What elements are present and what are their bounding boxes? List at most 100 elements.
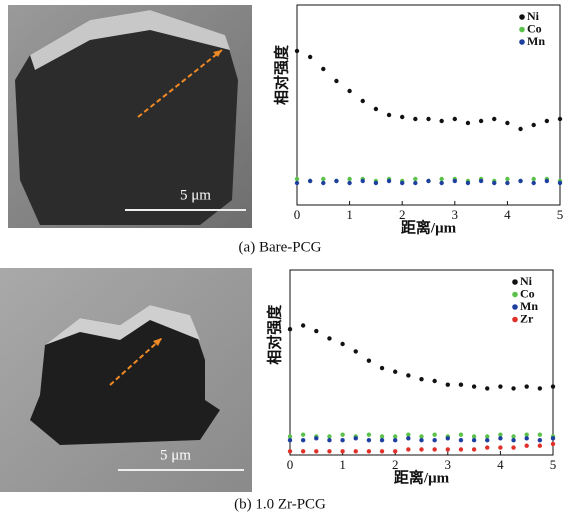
data-point	[485, 434, 490, 439]
data-point	[544, 118, 550, 124]
data-point	[386, 112, 392, 118]
data-point	[307, 178, 313, 184]
x-tick-label: 0	[294, 207, 301, 222]
data-point	[518, 178, 523, 184]
data-point	[340, 438, 345, 443]
data-point	[347, 88, 352, 94]
data-point	[524, 384, 529, 389]
data-point	[294, 176, 300, 182]
data-point	[300, 432, 306, 437]
data-point	[386, 178, 392, 184]
data-point	[327, 434, 332, 439]
data-point	[321, 180, 326, 186]
data-point	[413, 116, 418, 122]
legend-label: Ni	[520, 274, 533, 288]
data-point	[393, 434, 398, 439]
data-point	[485, 438, 490, 443]
data-point	[373, 106, 379, 112]
legend-marker	[512, 316, 518, 323]
data-point	[432, 447, 437, 452]
data-point	[321, 66, 326, 72]
caption: (a) Bare-PCG	[239, 239, 322, 255]
data-point	[498, 436, 503, 441]
data-point	[531, 176, 536, 182]
plot-frame	[289, 269, 554, 456]
data-point	[314, 449, 319, 454]
data-point	[400, 180, 405, 186]
data-point	[340, 341, 345, 347]
x-tick-label: 3	[452, 207, 459, 222]
data-point	[550, 441, 556, 447]
x-tick-label: 5	[550, 457, 557, 472]
data-point	[373, 180, 379, 186]
x-tick-label: 5	[557, 207, 564, 222]
data-point	[452, 116, 457, 122]
data-point	[300, 323, 306, 328]
legend-label: Ni	[527, 9, 540, 23]
data-point	[511, 434, 516, 439]
data-point	[393, 449, 398, 454]
y-axis-label: 相对强度	[272, 44, 290, 105]
sem-image: 5 μm	[0, 268, 252, 492]
data-point	[511, 386, 516, 391]
data-point	[458, 438, 464, 443]
data-point	[287, 449, 293, 454]
data-point	[353, 436, 358, 441]
data-point	[287, 438, 293, 443]
x-tick-label: 1	[339, 457, 346, 472]
x-axis-label: 距离/μm	[394, 468, 450, 486]
data-point	[406, 447, 411, 452]
data-point	[524, 432, 529, 437]
data-point	[498, 445, 503, 450]
legend-label: Co	[520, 286, 535, 300]
data-point	[505, 180, 510, 186]
data-point	[485, 445, 490, 450]
data-point	[524, 443, 529, 448]
legend-marker	[519, 39, 525, 45]
data-point	[439, 180, 444, 186]
data-point	[511, 445, 516, 450]
data-point	[334, 178, 339, 184]
data-point	[524, 436, 529, 441]
data-point	[445, 382, 450, 387]
data-point	[550, 436, 556, 441]
data-point	[458, 447, 464, 452]
data-point	[432, 432, 437, 437]
y-axis-label: 相对强度	[265, 304, 283, 365]
data-point	[353, 449, 358, 454]
legend-marker	[519, 14, 525, 20]
data-point	[452, 178, 457, 184]
data-point	[314, 328, 319, 334]
data-point	[327, 336, 332, 341]
data-point	[379, 434, 385, 439]
data-point	[419, 434, 424, 439]
caption: (b) 1.0 Zr-PCG	[234, 496, 326, 512]
legend-label: Zr	[520, 311, 534, 325]
data-point	[379, 438, 385, 443]
data-point	[492, 180, 497, 186]
x-tick-label: 0	[287, 457, 294, 472]
data-point	[419, 438, 424, 443]
data-point	[458, 382, 464, 387]
data-point	[379, 449, 385, 454]
legend-label: Co	[527, 21, 542, 35]
data-point	[347, 180, 352, 186]
data-point	[379, 365, 385, 371]
data-point	[518, 126, 523, 132]
legend-marker	[519, 26, 525, 33]
data-point	[537, 443, 543, 448]
legend-marker	[512, 291, 518, 298]
data-point	[294, 180, 300, 186]
data-point	[366, 432, 372, 437]
data-point	[400, 114, 405, 120]
data-point	[314, 436, 319, 441]
x-tick-label: 4	[497, 457, 504, 472]
data-point	[445, 436, 450, 441]
data-point	[406, 432, 411, 437]
data-point	[471, 434, 477, 439]
data-point	[505, 120, 510, 126]
data-point	[406, 436, 411, 441]
data-point	[393, 438, 398, 443]
